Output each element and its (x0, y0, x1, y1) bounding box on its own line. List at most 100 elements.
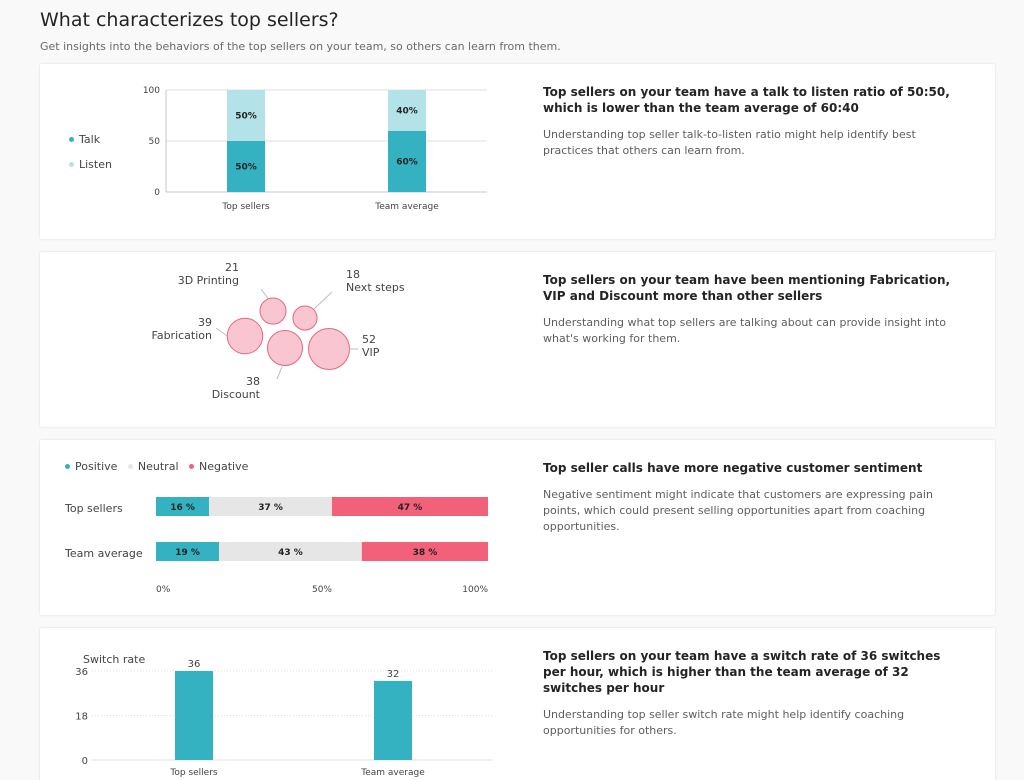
bar-data-label: 43 % (278, 548, 303, 558)
bubble-category-label: 3D Printing (178, 274, 239, 287)
page-subtitle: Get insights into the behaviors of the t… (40, 40, 561, 53)
bar-segment-neutral (209, 497, 332, 516)
switch-rate-chart: Switch rate 0 18 36 36 Top sellers 32 Team aver… (75, 653, 492, 778)
sentiment-row-label-top-sellers: Top sellers (65, 502, 123, 515)
bubble-leader-line (260, 288, 270, 301)
y-axis-title: Switch rate (83, 653, 145, 666)
negative-dot-icon (189, 463, 195, 469)
bubble-value-label: 52 (362, 333, 376, 346)
bar-segment-negative (361, 542, 488, 561)
positive-dot-icon (65, 463, 70, 469)
switch-rate-insight-title: Top sellers on your team have a switch r… (543, 649, 941, 695)
y-tick-label: 18 (75, 712, 88, 723)
bubble-3d-printing (259, 297, 287, 325)
talk-listen-chart: 0 50 100 50% 50% Top sellers 60% 40% Team averag… (143, 86, 487, 212)
bar-segment-positive (156, 542, 220, 561)
keywords-insight-desc: Understanding what top sellers are talki… (543, 316, 946, 345)
keywords-title-part: and (565, 289, 600, 303)
legend-positive-label: Positive (75, 460, 118, 473)
bubble-category-label: VIP (362, 346, 380, 359)
bar-segment-talk (227, 141, 265, 192)
neutral-dot-icon (127, 463, 133, 469)
keywords-card: 21 3D Printing 18 Next steps 39 Fabrication 38… (40, 252, 995, 427)
bar-segment-positive (156, 497, 210, 516)
keywords-title-part: Top sellers on your team have been menti… (543, 273, 870, 287)
switch-rate-bar (374, 680, 412, 760)
bar-data-label: 38 % (413, 548, 438, 558)
bar-data-label: 60% (396, 157, 418, 167)
bubble-leader-line (215, 327, 228, 337)
bubble-fabrication (226, 317, 264, 355)
bar-data-label: 40% (396, 106, 418, 116)
bubble-value-label: 38 (246, 375, 260, 388)
bar-data-label: 19 % (175, 548, 200, 558)
bubble-leader-line (276, 366, 283, 380)
legend-listen-label: Listen (79, 158, 112, 171)
legend-talk-label: Talk (79, 133, 101, 146)
legend-negative: Negative (189, 460, 248, 473)
bubble-leader-line (312, 291, 333, 311)
x-tick-label: 50% (312, 585, 332, 595)
sentiment-chart: 16 % 37 % 47 % 19 % 43 % 38 % 0% 50% 100% (156, 497, 488, 595)
bar-data-label: 36 (188, 659, 201, 670)
x-tick-label: 0% (156, 585, 171, 595)
bubble-discount (266, 329, 304, 367)
talk-listen-insight-desc: Understanding top seller talk-to-listen … (543, 128, 916, 157)
sentiment-insight-title: Top seller calls have more negative cust… (543, 461, 923, 475)
bubble-next-steps (292, 305, 318, 331)
keywords-title-part: Discount (599, 289, 659, 303)
x-tick-label: 100% (462, 585, 488, 595)
legend-talk: Talk (69, 133, 100, 146)
x-tick-label: Team average (374, 202, 439, 212)
keywords-title-part: , (945, 273, 951, 287)
sentiment-legend: Positive Neutral Negative (65, 460, 255, 473)
sentiment-insight-desc: Negative sentiment might indicate that c… (543, 488, 933, 533)
listen-dot-icon (69, 161, 74, 167)
bubble-value-label: 18 (346, 268, 360, 281)
bar-data-label: 50% (235, 163, 257, 173)
keywords-title-part: Fabrication (869, 273, 946, 287)
bar-segment-negative (331, 497, 488, 516)
y-tick-label: 0 (82, 756, 88, 767)
x-tick-label: Top sellers (221, 202, 270, 212)
bar-segment-neutral (219, 542, 362, 561)
bar-segment-listen (388, 90, 426, 131)
legend-listen: Listen (69, 158, 112, 171)
bubble-value-label: 39 (198, 316, 212, 329)
bubble-vip (308, 328, 350, 370)
bubble-category-label: Discount (212, 388, 261, 401)
bubble-category-label: Fabrication (152, 329, 213, 342)
legend-positive: Positive (65, 460, 117, 473)
bar-data-label: 16 % (170, 503, 195, 513)
y-tick-label: 50 (149, 137, 161, 147)
bar-segment-listen (227, 90, 265, 141)
talk-listen-card: Talk Listen 0 50 100 50% 50% Top sellers 60% 40… (40, 64, 995, 239)
bar-data-label: 37 % (258, 503, 283, 513)
keywords-insight-title: Top sellers on your team have been menti… (543, 272, 963, 304)
bubble-value-label: 21 (225, 261, 239, 274)
legend-neutral-label: Neutral (137, 460, 179, 473)
talk-listen-insight-title: Top sellers on your team have a talk to … (543, 85, 950, 115)
x-tick-label: Team average (360, 768, 425, 778)
switch-rate-bar (175, 671, 213, 760)
legend-negative-label: Negative (199, 460, 249, 473)
bar-segment-talk (388, 130, 426, 192)
sentiment-card: Positive Neutral Negative Top sellers Te… (40, 440, 995, 615)
bubble-category-label: Next steps (346, 281, 405, 294)
y-tick-label: 36 (75, 667, 88, 678)
keywords-title-part: VIP (543, 289, 566, 303)
y-tick-label: 100 (143, 86, 160, 96)
switch-rate-insight-desc: Understanding top seller switch rate mig… (543, 708, 905, 737)
bar-data-label: 32 (387, 669, 400, 680)
legend-neutral: Neutral (127, 460, 179, 473)
keywords-title-part: more than other sellers (658, 289, 823, 303)
sentiment-row-label-team-average: Team average (65, 547, 143, 560)
page-title: What characterizes top sellers? (40, 9, 339, 31)
talk-dot-icon (69, 136, 74, 142)
x-tick-label: Top sellers (169, 768, 218, 778)
switch-rate-card: Switch rate 0 18 36 36 Top sellers 32 Team aver… (40, 628, 995, 780)
y-tick-label: 0 (154, 188, 160, 198)
bar-data-label: 50% (235, 112, 257, 122)
bar-data-label: 47 % (398, 503, 423, 513)
